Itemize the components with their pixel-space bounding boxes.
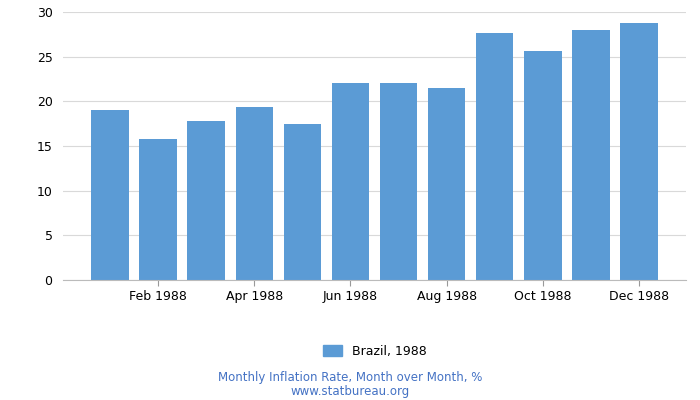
Bar [284,124,321,280]
Bar [332,84,369,280]
Bar [236,107,273,280]
Legend: Brazil, 1988: Brazil, 1988 [318,340,431,363]
Bar [476,34,513,280]
Bar [91,110,129,280]
Bar [620,23,658,280]
Text: Monthly Inflation Rate, Month over Month, %: Monthly Inflation Rate, Month over Month… [218,372,482,384]
Bar [524,51,561,280]
Bar [139,139,177,280]
Text: www.statbureau.org: www.statbureau.org [290,386,410,398]
Bar [380,84,417,280]
Bar [428,88,466,280]
Bar [188,121,225,280]
Bar [572,30,610,280]
